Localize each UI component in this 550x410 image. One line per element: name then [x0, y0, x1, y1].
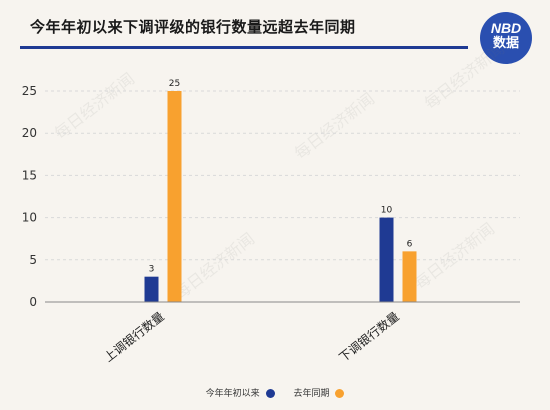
- bar-value-label: 3: [149, 265, 155, 275]
- x-axis-categories: 上调银行数量 下调银行数量: [101, 309, 402, 365]
- legend-label: 去年同期: [293, 389, 330, 399]
- nbd-logo: NBD 数据: [480, 12, 532, 64]
- y-tick-label: 15: [22, 168, 37, 182]
- logo-text-data: 数据: [492, 35, 519, 50]
- x-category-label: 下调银行数量: [336, 309, 402, 365]
- chart-title: 今年年初以来下调评级的银行数量远超去年同期: [30, 18, 356, 36]
- y-tick-label: 0: [29, 295, 37, 309]
- legend: 今年年初以来 去年同期: [0, 386, 550, 399]
- y-tick-label: 25: [22, 84, 37, 98]
- y-tick-label: 5: [29, 253, 37, 267]
- watermark-text: 每日经济新闻: [171, 229, 258, 303]
- legend-swatch: [335, 389, 345, 398]
- title-rule: [20, 46, 468, 49]
- bar-value-label: 6: [407, 239, 413, 249]
- watermark-text: 每日经济新闻: [411, 219, 498, 293]
- bar-0-1: [167, 91, 182, 302]
- watermark-text: 每日经济新闻: [421, 39, 508, 113]
- bar-1-1: [402, 251, 417, 302]
- legend-label: 今年年初以来: [205, 389, 260, 399]
- y-axis-ticks: 0 5 10 15 20 25: [22, 84, 37, 309]
- value-labels: 3 25 10 6: [149, 79, 413, 275]
- watermark-text: 每日经济新闻: [291, 89, 378, 163]
- bars: [144, 91, 417, 302]
- logo-text-nbd: NBD: [490, 20, 522, 36]
- legend-item-series-1: 今年年初以来: [206, 386, 275, 399]
- legend-swatch: [265, 389, 275, 398]
- x-category-label: 上调银行数量: [101, 309, 167, 365]
- bar-value-label: 25: [169, 79, 180, 89]
- watermark-text: 每日经济新闻: [51, 69, 138, 143]
- bar-1-0: [379, 217, 394, 302]
- y-tick-label: 10: [22, 211, 37, 225]
- grid-lines: [45, 90, 520, 261]
- bar-0-0: [144, 276, 159, 302]
- legend-item-series-2: 去年同期: [293, 386, 345, 399]
- y-tick-label: 20: [22, 126, 37, 140]
- bar-value-label: 10: [381, 206, 393, 216]
